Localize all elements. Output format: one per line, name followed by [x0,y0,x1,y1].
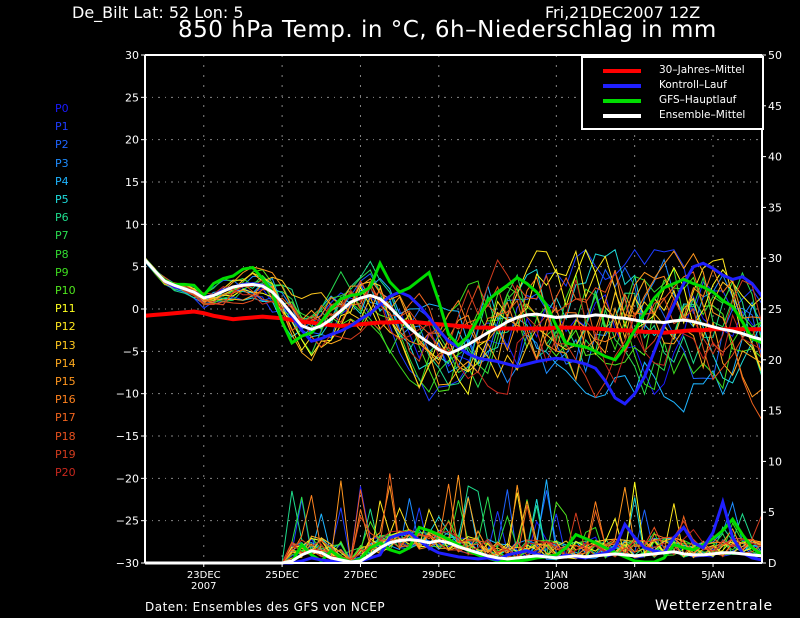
y-left-tick-label: 15 [125,176,139,189]
member-label-p18: P18 [55,429,76,443]
legend-swatch [603,84,641,88]
y-left-tick-label: 5 [132,261,139,274]
y-right-tick-label: 45 [768,100,782,113]
member-label-p3: P3 [55,156,69,170]
legend-item-mean: Ensemble–Mittel [583,109,762,123]
member-label-p0: P0 [55,102,69,115]
y-left-tick-label: −30 [116,557,139,570]
y-left-tick-label: −20 [116,472,139,485]
ensemble-mean-line [143,258,763,356]
y-right-tick-label: 50 [768,49,782,62]
member-label-p19: P19 [55,447,76,461]
y-left-tick-label: −25 [116,515,139,528]
member-label-p8: P8 [55,247,69,261]
legend-label: GFS–Hauptlauf [659,94,737,106]
y-left-tick-label: −15 [116,430,139,443]
x-tick-label: 29DEC [422,570,456,581]
y-right-tick-label: 15 [768,405,782,418]
x-tick-year-label: 2008 [544,581,569,592]
member-label-p4: P4 [55,174,69,188]
y-right-tick-label: 5 [768,506,775,519]
member-temp-line-p4 [144,259,763,413]
axes: 302520151050−5−10−15−20−25−3050454035302… [116,49,782,592]
legend-swatch [603,69,641,73]
member-label-p6: P6 [55,211,69,225]
member-label-p20: P20 [55,466,76,479]
chart-title: 850 hPa Temp. in °C, 6h–Niederschlag in … [178,17,717,43]
member-label-p16: P16 [55,393,76,407]
y-left-tick-label: 0 [132,303,139,316]
member-label-p14: P14 [55,356,76,370]
y-left-tick-label: −5 [123,345,139,358]
y-right-tick-label: 20 [768,354,782,367]
y-right-tick-label: 25 [768,303,782,316]
y-left-tick-label: 25 [125,91,139,104]
data-source: Daten: Ensembles des GFS von NCEP [145,600,386,614]
member-label-p12: P12 [55,320,76,334]
legend-label: Kontroll–Lauf [659,79,727,91]
member-label-p10: P10 [55,284,76,297]
legend: 30–Jahres–Mittel Kontroll–Lauf GFS–Haupt… [581,56,764,130]
y-right-tick-label: 30 [768,252,782,265]
gfs-main-run-line [143,258,763,362]
member-label-p5: P5 [55,193,69,206]
legend-swatch [603,99,641,103]
run-date: Fri,21DEC2007 12Z [545,3,701,22]
x-tick-label: 3JAN [623,570,646,581]
y-left-tick-label: 10 [125,218,139,231]
y-left-tick-label: 20 [125,134,139,147]
y-right-tick-label: 35 [768,201,782,214]
member-temp-line-p13 [144,257,763,390]
x-tick-label: 1JAN [545,570,568,581]
member-label-p7: P7 [55,229,69,243]
legend-item-control: Kontroll–Lauf [583,79,762,93]
member-label-p1: P1 [55,120,69,134]
legend-label: 30–Jahres–Mittel [659,64,745,76]
x-tick-year-label: 2007 [191,581,216,592]
member-label-p13: P13 [55,338,76,352]
x-tick-label: 27DEC [344,570,378,581]
x-tick-label: 5JAN [701,570,724,581]
legend-label: Ensemble–Mittel [659,109,746,121]
member-temp-line-p11 [144,248,763,396]
member-label-p11: P11 [55,302,76,316]
member-temp-line-p20 [144,258,763,395]
y-right-tick-label: D [768,557,776,570]
y-right-tick-label: 40 [768,151,782,164]
x-tick-label: 25DEC [265,570,299,581]
member-label-p2: P2 [55,138,69,152]
legend-swatch [603,114,641,118]
member-label-p9: P9 [55,265,69,279]
member-temperature-lines [144,248,763,421]
climate-mean-line [144,309,762,335]
member-label-p17: P17 [55,411,76,425]
legend-item-gfs: GFS–Hauptlauf [583,94,762,108]
member-temp-line-p16 [144,258,763,352]
member-label-p15: P15 [55,375,76,388]
brand-label: Wetterzentrale [655,598,774,614]
station-label: De_Bilt Lat: 52 Lon: 5 [72,3,244,22]
x-tick-label: 23DEC [187,570,221,581]
legend-item-climate: 30–Jahres–Mittel [583,64,762,78]
y-right-tick-label: 10 [768,455,782,468]
member-temp-line-p8 [144,261,763,393]
y-left-tick-label: −10 [116,388,139,401]
y-left-tick-label: 30 [125,49,139,62]
